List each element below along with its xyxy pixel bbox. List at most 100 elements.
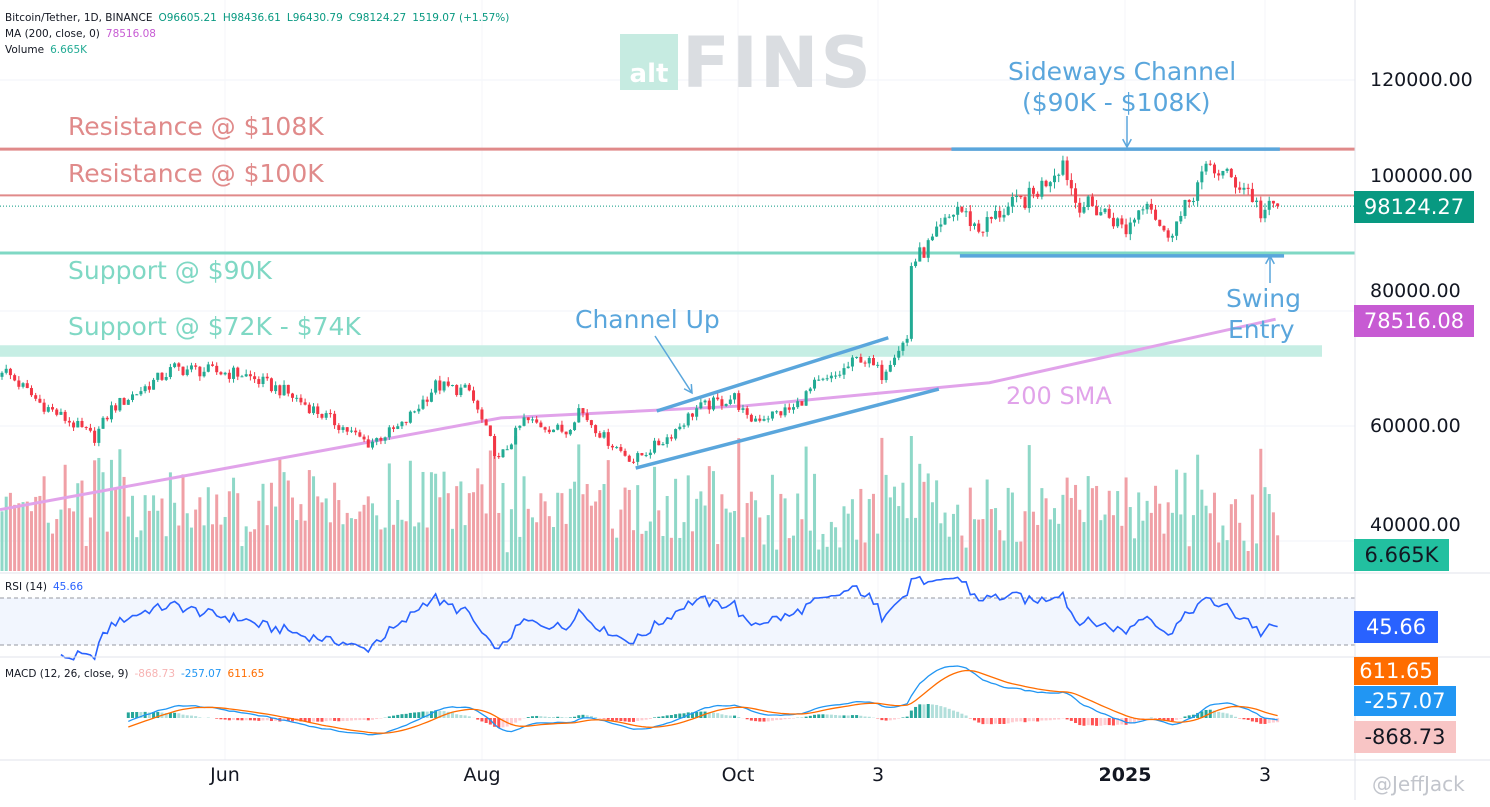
volume-bar bbox=[1074, 484, 1078, 571]
candle-body bbox=[1040, 180, 1044, 197]
volume-bar bbox=[914, 517, 918, 571]
candle-body bbox=[337, 425, 341, 430]
volume-bar bbox=[716, 544, 720, 571]
macd-histogram-bar bbox=[1234, 716, 1238, 718]
macd-histogram-bar bbox=[568, 717, 572, 718]
candle-body bbox=[135, 394, 139, 396]
candle-body bbox=[383, 437, 387, 441]
macd-histogram-bar bbox=[636, 718, 640, 721]
macd-histogram-bar bbox=[594, 717, 598, 718]
volume-bar bbox=[131, 495, 135, 571]
macd-histogram-bar bbox=[960, 713, 964, 718]
candle-body bbox=[236, 367, 240, 377]
volume-bar bbox=[274, 506, 278, 571]
rsi-label[interactable]: RSI (14) bbox=[5, 581, 47, 593]
macd-histogram-bar bbox=[901, 717, 905, 718]
volume-bar bbox=[560, 493, 564, 571]
candle-body bbox=[850, 357, 854, 367]
volume-bar bbox=[1212, 492, 1216, 571]
candle-body bbox=[1255, 200, 1259, 203]
macd-histogram-bar bbox=[446, 711, 450, 718]
macd-histogram-bar bbox=[560, 717, 564, 718]
volume-bar bbox=[935, 480, 939, 571]
volume-bar bbox=[1255, 543, 1259, 571]
volume-bar bbox=[981, 519, 985, 571]
macd-histogram-bar bbox=[244, 718, 248, 721]
logo-fins-text: FINS bbox=[682, 22, 873, 104]
macd-label[interactable]: MACD (12, 26, close, 9) bbox=[5, 668, 129, 680]
volume-bar bbox=[349, 518, 353, 571]
macd-histogram-bar bbox=[189, 715, 193, 718]
candle-body bbox=[295, 397, 299, 399]
volume-bar bbox=[379, 529, 383, 571]
logo-alt-box: alt bbox=[620, 34, 678, 90]
volume-bar bbox=[783, 498, 787, 571]
candle-body bbox=[610, 445, 614, 448]
volume-bar bbox=[105, 531, 109, 571]
macd-histogram-bar bbox=[139, 712, 143, 718]
macd-histogram-bar bbox=[1006, 718, 1010, 724]
volume-bar bbox=[438, 497, 442, 571]
macd-histogram-bar bbox=[1040, 718, 1044, 721]
macd-histogram-bar bbox=[733, 715, 737, 718]
candle-body bbox=[358, 432, 362, 437]
candle-body bbox=[577, 408, 581, 423]
macd-histogram-bar bbox=[1053, 718, 1056, 720]
macd-histogram-bar bbox=[1044, 718, 1048, 721]
candle-body bbox=[76, 421, 80, 428]
candle-body bbox=[1242, 187, 1246, 190]
candle-body bbox=[1082, 207, 1086, 213]
macd-histogram-bar bbox=[1090, 718, 1094, 726]
candle-body bbox=[1015, 195, 1019, 197]
macd-histogram-bar bbox=[135, 711, 139, 718]
volume-label[interactable]: Volume bbox=[5, 44, 45, 56]
rsi-line bbox=[60, 575, 1278, 661]
volume-bar bbox=[594, 501, 598, 571]
candle-body bbox=[1002, 214, 1006, 218]
macd-signal-value: 611.65 bbox=[227, 668, 265, 680]
symbol-name[interactable]: Bitcoin/Tether, 1D, BINANCE bbox=[5, 12, 153, 24]
volume-bar bbox=[1179, 514, 1183, 571]
macd-histogram-bar bbox=[648, 718, 652, 719]
symbol-legend: Bitcoin/Tether, 1D, BINANCE O96605.21 H984… bbox=[5, 12, 515, 24]
rsi-tag: 45.66 bbox=[1354, 611, 1438, 643]
macd-histogram-bar bbox=[1078, 718, 1082, 726]
candle-body bbox=[362, 436, 366, 440]
volume-bar bbox=[8, 492, 12, 571]
macd-histogram-bar bbox=[758, 718, 762, 722]
volume-bar bbox=[787, 538, 791, 571]
candle-body bbox=[63, 411, 67, 421]
candle-body bbox=[1116, 218, 1120, 227]
candle-body bbox=[779, 411, 783, 416]
candle-body bbox=[1175, 221, 1179, 236]
candle-body bbox=[543, 427, 547, 430]
macd-histogram-bar bbox=[1166, 718, 1170, 721]
candle-body bbox=[1111, 217, 1115, 227]
volume-bar bbox=[653, 466, 657, 571]
volume-bar bbox=[745, 503, 749, 571]
macd-line-value: -257.07 bbox=[181, 668, 222, 680]
candle-body bbox=[354, 430, 358, 433]
volume-bar bbox=[947, 536, 951, 571]
candle-body bbox=[122, 398, 126, 405]
candle-body bbox=[223, 372, 227, 375]
macd-line bbox=[128, 665, 1278, 736]
macd-histogram-bar bbox=[438, 711, 442, 718]
candle-body bbox=[1246, 187, 1250, 189]
candle-body bbox=[392, 427, 396, 429]
volume-bar bbox=[278, 459, 282, 571]
candle-body bbox=[914, 261, 918, 267]
ma-label[interactable]: MA (200, close, 0) bbox=[5, 28, 100, 40]
volume-bar bbox=[505, 552, 509, 571]
candle-body bbox=[46, 407, 50, 412]
candle-body bbox=[324, 413, 328, 418]
candle-body bbox=[573, 422, 577, 431]
candle-body bbox=[560, 424, 564, 432]
volume-bar bbox=[615, 537, 619, 571]
candle-body bbox=[1154, 209, 1158, 220]
candle-body bbox=[539, 422, 543, 428]
volume-bar bbox=[568, 488, 572, 571]
volume-bar bbox=[530, 517, 534, 571]
time-axis-label: 2025 bbox=[1098, 764, 1152, 786]
